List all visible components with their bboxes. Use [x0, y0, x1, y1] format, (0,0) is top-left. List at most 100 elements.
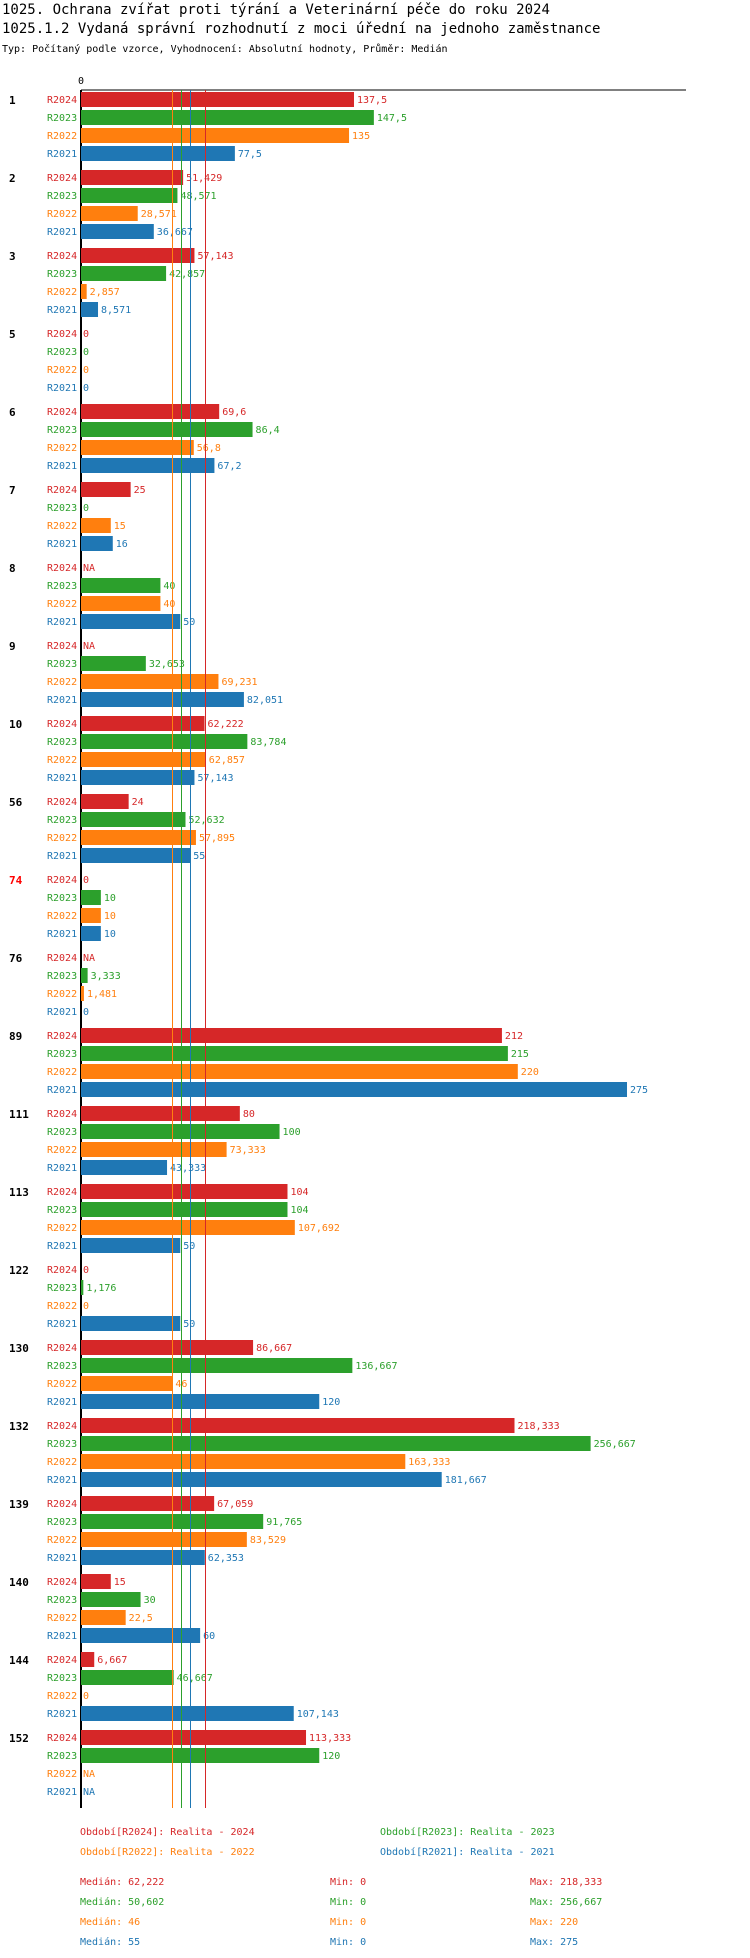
bar — [81, 536, 113, 551]
bar — [81, 1418, 515, 1433]
series-label: R2022 — [47, 1457, 77, 1468]
bar — [81, 734, 248, 749]
series-label: R2024 — [47, 1343, 77, 1354]
value-label: 3,333 — [91, 971, 121, 982]
series-label: R2024 — [47, 797, 77, 808]
series-label: R2022 — [47, 1067, 77, 1078]
bar — [81, 440, 194, 455]
value-label: 0 — [83, 875, 89, 886]
value-label: 10 — [104, 929, 116, 940]
bar — [81, 188, 178, 203]
category-label: 113 — [9, 1186, 29, 1199]
series-label: R2023 — [47, 581, 77, 592]
value-label: 62,222 — [208, 719, 244, 730]
legend-entry: Období[R2022]: Realita - 2022 — [80, 1846, 255, 1858]
value-label: 57,895 — [199, 833, 235, 844]
bar — [81, 146, 235, 161]
category-label: 7 — [9, 484, 16, 497]
chart-type-line: Typ: Počítaný podle vzorce, Vyhodnocení:… — [2, 44, 448, 55]
value-label: 36,667 — [157, 227, 193, 238]
category-label: 2 — [9, 172, 16, 185]
bar — [81, 674, 219, 689]
series-label: R2023 — [47, 191, 77, 202]
series-label: R2024 — [47, 1031, 77, 1042]
category-label: 76 — [9, 952, 23, 965]
bar — [81, 1436, 591, 1451]
bar — [81, 1160, 168, 1175]
series-label: R2023 — [47, 893, 77, 904]
series-label: R2024 — [47, 1187, 77, 1198]
series-label: R2021 — [47, 617, 77, 628]
bar — [81, 284, 87, 299]
series-label: R2023 — [47, 1439, 77, 1450]
category-label: 74 — [9, 874, 23, 887]
value-label: 50 — [183, 1241, 195, 1252]
bar — [81, 1496, 215, 1511]
value-label: 22,5 — [129, 1613, 153, 1624]
value-label: 62,353 — [208, 1553, 244, 1564]
series-label: R2021 — [47, 1163, 77, 1174]
value-label: 0 — [83, 1007, 89, 1018]
value-label: 0 — [83, 383, 89, 394]
value-label: 8,571 — [101, 305, 131, 316]
bar — [81, 422, 253, 437]
series-label: R2023 — [47, 737, 77, 748]
bar — [81, 248, 195, 263]
bar — [81, 716, 205, 731]
bar — [81, 596, 161, 611]
value-label: 80 — [243, 1109, 255, 1120]
value-label: 77,5 — [238, 149, 262, 160]
bar — [81, 1124, 280, 1139]
value-label: 50 — [183, 1319, 195, 1330]
bar — [81, 266, 167, 281]
value-label: 104 — [290, 1187, 308, 1198]
stat-max: Max: 275 — [530, 1937, 578, 1948]
bar — [81, 1670, 174, 1685]
value-label: 30 — [144, 1595, 156, 1606]
bar — [81, 1472, 442, 1487]
value-label: 15 — [114, 521, 126, 532]
bar — [81, 206, 138, 221]
bar — [81, 1706, 294, 1721]
series-label: R2022 — [47, 755, 77, 766]
series-label: R2022 — [47, 911, 77, 922]
series-label: R2024 — [47, 173, 77, 184]
value-label: 212 — [505, 1031, 523, 1042]
chart-title: 1025. Ochrana zvířat proti týrání a Vete… — [2, 2, 550, 18]
value-label: 43,333 — [170, 1163, 206, 1174]
bar — [81, 1340, 254, 1355]
x-axis-zero-label: 0 — [78, 76, 84, 87]
series-label: R2024 — [47, 1109, 77, 1120]
series-label: R2021 — [47, 383, 77, 394]
value-label: 82,051 — [247, 695, 283, 706]
series-label: R2022 — [47, 677, 77, 688]
series-label: R2022 — [47, 209, 77, 220]
bar — [81, 1142, 227, 1157]
stat-median: Medián: 46 — [80, 1916, 140, 1928]
value-label: 48,571 — [180, 191, 216, 202]
bar — [81, 794, 129, 809]
value-label: 83,784 — [250, 737, 286, 748]
category-label: 139 — [9, 1498, 29, 1511]
value-label: 10 — [104, 893, 116, 904]
bar — [81, 1238, 181, 1253]
series-label: R2022 — [47, 1223, 77, 1234]
series-label: R2022 — [47, 833, 77, 844]
series-label: R2021 — [47, 149, 77, 160]
series-label: R2023 — [47, 1205, 77, 1216]
series-label: R2021 — [47, 1553, 77, 1564]
bar — [81, 518, 111, 533]
value-label: 69,6 — [222, 407, 246, 418]
series-label: R2023 — [47, 425, 77, 436]
value-label: 0 — [83, 347, 89, 358]
value-label: 0 — [83, 503, 89, 514]
value-label: 62,857 — [209, 755, 245, 766]
value-label: 107,143 — [297, 1709, 339, 1720]
bar — [81, 224, 154, 239]
value-label: 40 — [163, 599, 175, 610]
bar — [81, 578, 161, 593]
category-label: 132 — [9, 1420, 29, 1433]
series-label: R2021 — [47, 1709, 77, 1720]
series-label: R2021 — [47, 929, 77, 940]
bar — [81, 110, 374, 125]
